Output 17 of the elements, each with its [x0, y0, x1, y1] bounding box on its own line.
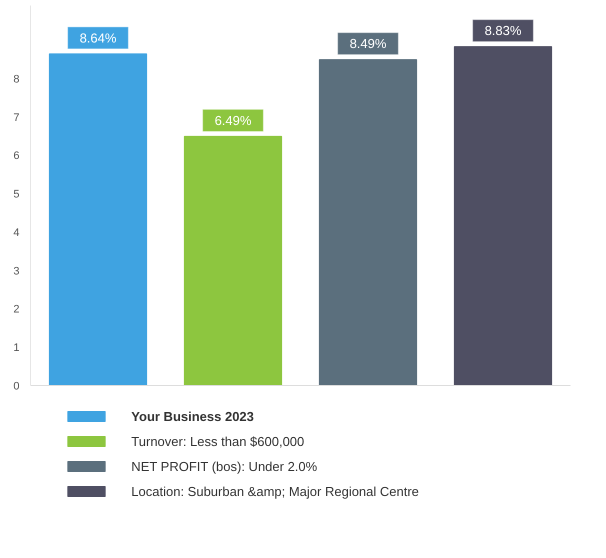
y-tick-label: 3	[13, 265, 20, 278]
data-label: 8.49%	[350, 36, 387, 52]
data-label: 8.83%	[484, 23, 522, 38]
legend-label: Your Business 2023	[131, 409, 254, 424]
y-tick-label: 4	[13, 226, 20, 239]
legend-label: Location: Suburban &amp; Major Regional Centre	[131, 484, 419, 499]
y-tick-label: 5	[13, 188, 20, 201]
y-tick-label: 6	[13, 150, 20, 162]
y-tick-label: 1	[13, 342, 20, 354]
y-tick-label: 7	[13, 112, 20, 124]
y-tick-label: 0	[13, 380, 20, 392]
y-tick-label: 2	[13, 304, 20, 316]
data-label: 6.49%	[214, 112, 252, 128]
legend-label: NET PROFIT (bos): Under 2.0%	[131, 459, 318, 474]
y-tick-label: 8	[13, 73, 20, 86]
legend-label: Turnover: Less than $600,000	[131, 434, 304, 449]
data-label: 8.64%	[80, 30, 117, 46]
